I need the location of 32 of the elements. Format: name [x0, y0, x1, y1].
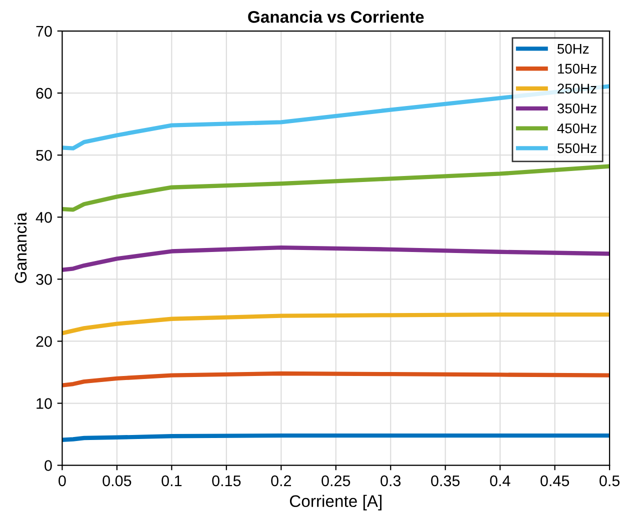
x-tick-label: 0.25: [322, 475, 350, 486]
y-tick-label: 40: [36, 212, 52, 223]
y-tick-label: 60: [36, 88, 52, 99]
y-axis-title: Ganancia: [14, 212, 27, 283]
y-tick-label: 10: [36, 398, 52, 409]
x-tick-label: 0.45: [540, 475, 570, 486]
y-tick-label: 0: [44, 460, 52, 471]
legend-label: 250Hz: [558, 84, 596, 94]
x-tick-label: 0.35: [431, 475, 460, 486]
y-tick-label: 20: [36, 336, 52, 347]
legend-label: 150Hz: [558, 64, 596, 74]
y-tick-label: 70: [36, 26, 52, 37]
x-tick-label: 0.1: [162, 475, 182, 486]
legend-label: 350Hz: [557, 104, 596, 114]
x-tick-label: 0: [58, 475, 66, 486]
legend-label: 450Hz: [557, 123, 596, 134]
line-series: [62, 164, 610, 212]
line-series: [62, 245, 610, 272]
line-series: [62, 371, 610, 388]
x-tick-label: 0.4: [490, 475, 510, 486]
legend-label: 550Hz: [557, 143, 596, 154]
x-tick-label: 0.15: [212, 475, 241, 486]
x-axis-title: Corriente [A]: [290, 494, 382, 510]
y-tick-label: 50: [36, 150, 52, 161]
x-tick-label: 0.5: [600, 475, 620, 486]
x-tick-label: 0.05: [102, 475, 132, 486]
chart-title: Ganancia vs Corriente: [248, 10, 424, 23]
legend-label: 50Hz: [557, 44, 589, 54]
y-tick-label: 30: [36, 274, 52, 285]
line-series: [62, 312, 610, 336]
x-tick-label: 0.3: [380, 475, 401, 486]
x-tick-label: 0.2: [271, 475, 291, 486]
